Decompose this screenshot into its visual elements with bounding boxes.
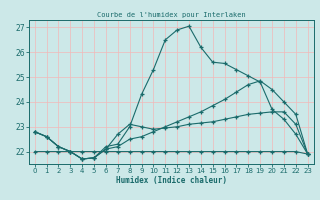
X-axis label: Humidex (Indice chaleur): Humidex (Indice chaleur) [116,176,227,185]
Title: Courbe de l'humidex pour Interlaken: Courbe de l'humidex pour Interlaken [97,12,245,18]
